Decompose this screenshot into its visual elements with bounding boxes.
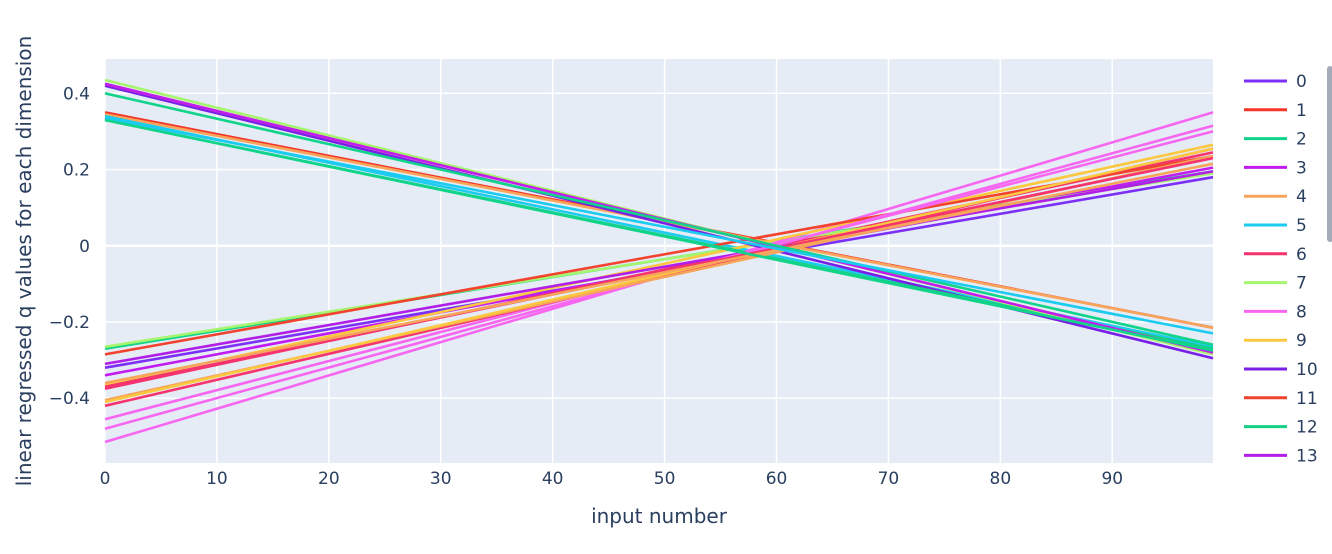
legend-label: 5 <box>1296 216 1307 236</box>
y-axis-title: linear regressed q values for each dimen… <box>12 36 36 487</box>
x-tick-label: 70 <box>878 469 900 489</box>
legend-item-3[interactable]: 3 <box>1244 158 1307 178</box>
legend-item-7[interactable]: 7 <box>1244 274 1307 294</box>
x-axis-title: input number <box>591 504 728 528</box>
legend-label: 11 <box>1296 389 1318 409</box>
x-tick-label: 10 <box>206 469 228 489</box>
legend-item-10[interactable]: 10 <box>1244 360 1318 380</box>
series-line-13[interactable] <box>104 170 1214 366</box>
legend-label: 7 <box>1296 274 1307 294</box>
series-line-11[interactable] <box>104 154 1214 356</box>
series-line-extra-24[interactable] <box>104 92 1214 347</box>
legend-item-0[interactable]: 0 <box>1244 72 1307 92</box>
legend-item-1[interactable]: 1 <box>1244 101 1307 121</box>
y-tick-label: −0.4 <box>49 389 90 409</box>
series-line-9[interactable] <box>104 143 1214 387</box>
series-line-extra-18[interactable] <box>104 147 1214 404</box>
x-tick-label: 50 <box>654 469 676 489</box>
legend-label: 10 <box>1296 360 1318 380</box>
y-axis-ticks: −0.4 −0.2 0 0.2 0.4 <box>49 84 90 409</box>
x-tick-label: 80 <box>990 469 1012 489</box>
legend-item-12[interactable]: 12 <box>1244 418 1318 438</box>
y-tick-label: 0.4 <box>63 84 90 104</box>
legend-label: 8 <box>1296 302 1307 322</box>
series-line-extra-25[interactable] <box>104 116 1214 335</box>
x-tick-label: 90 <box>1101 469 1123 489</box>
y-tick-label: 0 <box>79 237 90 257</box>
legend-scrollbar[interactable] <box>1327 66 1332 242</box>
x-tick-label: 20 <box>318 469 340 489</box>
series-line-extra-20[interactable] <box>104 162 1214 385</box>
series-line-extra-26[interactable] <box>104 118 1214 352</box>
legend-item-9[interactable]: 9 <box>1244 331 1307 351</box>
x-tick-label: 40 <box>542 469 564 489</box>
grid-lines <box>104 59 1213 463</box>
legend-item-6[interactable]: 6 <box>1244 245 1307 265</box>
x-tick-label: 60 <box>766 469 788 489</box>
legend-item-11[interactable]: 11 <box>1244 389 1318 409</box>
x-tick-label: 30 <box>430 469 452 489</box>
y-tick-label: 0.2 <box>63 161 90 181</box>
x-tick-label: 0 <box>100 469 111 489</box>
legend-item-2[interactable]: 2 <box>1244 130 1307 150</box>
legend-label: 12 <box>1296 418 1318 438</box>
y-tick-label: −0.2 <box>49 313 90 333</box>
legend-label: 2 <box>1296 130 1307 150</box>
series-lines <box>104 78 1214 444</box>
legend-label: 0 <box>1296 72 1307 92</box>
legend-label: 4 <box>1296 187 1307 207</box>
legend-item-13[interactable]: 13 <box>1244 446 1318 466</box>
legend-label: 1 <box>1296 101 1307 121</box>
legend-item-8[interactable]: 8 <box>1244 302 1307 322</box>
legend-label: 3 <box>1296 158 1307 178</box>
legend-item-5[interactable]: 5 <box>1244 216 1307 236</box>
legend-label: 13 <box>1296 446 1318 466</box>
x-axis-ticks: 0 10 20 30 40 50 60 70 80 90 <box>100 469 1124 489</box>
legend-label: 9 <box>1296 331 1307 351</box>
legend-label: 6 <box>1296 245 1307 265</box>
legend-item-4[interactable]: 4 <box>1244 187 1307 207</box>
